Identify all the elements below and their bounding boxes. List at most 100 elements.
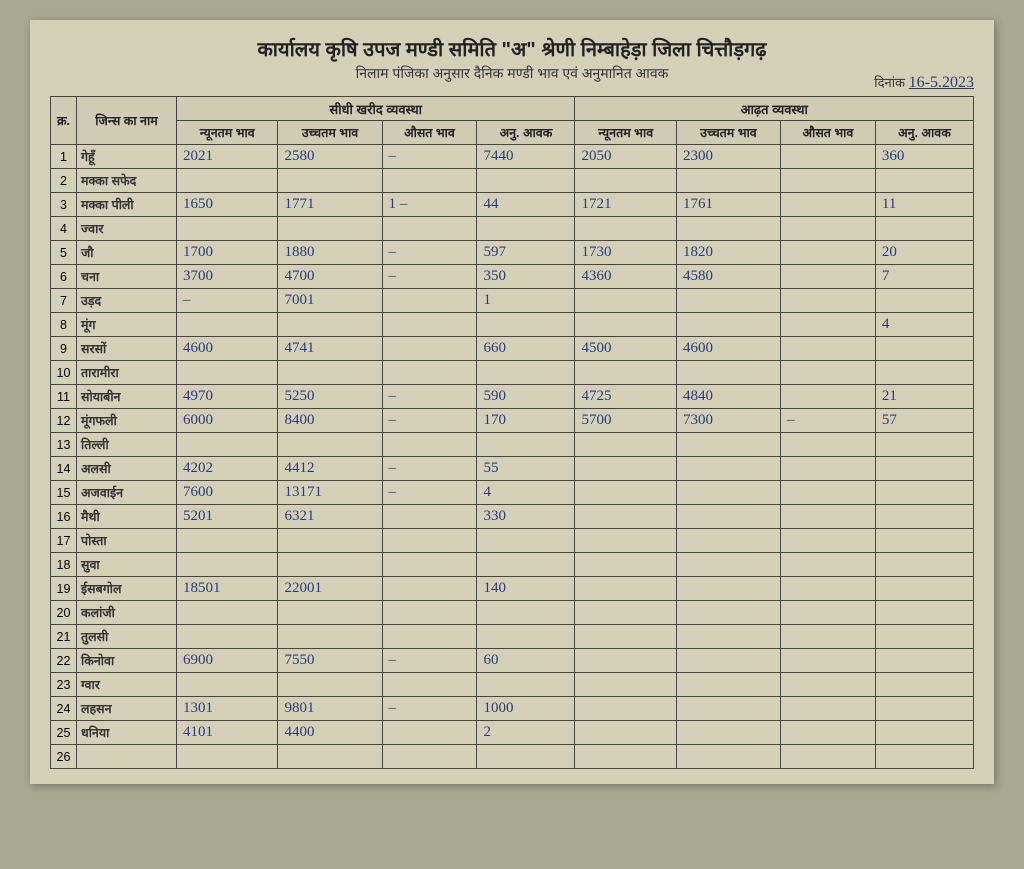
- cell-max1: [278, 361, 382, 385]
- cell-commodity: सोयाबीन: [77, 385, 177, 409]
- cell-commodity: उड़द: [77, 289, 177, 313]
- cell-anavak1: 55: [477, 457, 575, 481]
- cell-sno: 10: [51, 361, 77, 385]
- table-row: 22किनोवा69007550–60: [51, 649, 974, 673]
- cell-avg2: [780, 193, 875, 217]
- cell-max1: [278, 601, 382, 625]
- cell-max1: [278, 625, 382, 649]
- cell-anavak1: [477, 313, 575, 337]
- cell-commodity: किनोवा: [77, 649, 177, 673]
- cell-commodity: गेहूँ: [77, 145, 177, 169]
- cell-max1: 6321: [278, 505, 382, 529]
- cell-commodity: ग्वार: [77, 673, 177, 697]
- cell-commodity: तारामीरा: [77, 361, 177, 385]
- cell-commodity: ईसबगोल: [77, 577, 177, 601]
- cell-avg2: [780, 601, 875, 625]
- cell-max2: 2300: [676, 145, 780, 169]
- cell-anavak1: 44: [477, 193, 575, 217]
- cell-commodity: मूंग: [77, 313, 177, 337]
- cell-min2: [575, 745, 676, 769]
- cell-min1: 1650: [177, 193, 278, 217]
- cell-avg1: –: [382, 649, 477, 673]
- cell-anavak2: [875, 433, 973, 457]
- cell-min1: [177, 433, 278, 457]
- cell-min1: 4202: [177, 457, 278, 481]
- cell-min2: [575, 481, 676, 505]
- rates-table: क्र. जिन्स का नाम सीधी खरीद व्यवस्था आढ़…: [50, 96, 974, 769]
- cell-anavak1: [477, 745, 575, 769]
- cell-anavak1: [477, 553, 575, 577]
- cell-max2: [676, 505, 780, 529]
- cell-sno: 16: [51, 505, 77, 529]
- table-row: 12मूंगफली60008400–17057007300–57: [51, 409, 974, 433]
- cell-min1: 6900: [177, 649, 278, 673]
- table-row: 24लहसन13019801–1000: [51, 697, 974, 721]
- cell-max1: 9801: [278, 697, 382, 721]
- cell-sno: 13: [51, 433, 77, 457]
- cell-min1: [177, 169, 278, 193]
- cell-max2: [676, 577, 780, 601]
- cell-avg1: –: [382, 145, 477, 169]
- cell-anavak1: [477, 625, 575, 649]
- cell-max1: 22001: [278, 577, 382, 601]
- cell-avg1: –: [382, 481, 477, 505]
- cell-sno: 2: [51, 169, 77, 193]
- cell-min1: [177, 313, 278, 337]
- cell-avg2: [780, 553, 875, 577]
- cell-avg2: [780, 697, 875, 721]
- cell-min2: [575, 625, 676, 649]
- cell-anavak1: 330: [477, 505, 575, 529]
- cell-avg1: [382, 529, 477, 553]
- cell-commodity: सरसों: [77, 337, 177, 361]
- table-row: 10तारामीरा: [51, 361, 974, 385]
- cell-avg2: [780, 649, 875, 673]
- col-group-adhat: आढ़त व्यवस्था: [575, 97, 974, 121]
- cell-max1: 13171: [278, 481, 382, 505]
- cell-sno: 12: [51, 409, 77, 433]
- cell-max1: 4700: [278, 265, 382, 289]
- cell-commodity: मक्का सफेद: [77, 169, 177, 193]
- cell-min1: [177, 601, 278, 625]
- cell-anavak2: [875, 457, 973, 481]
- cell-avg2: [780, 241, 875, 265]
- cell-avg1: [382, 601, 477, 625]
- cell-anavak1: 597: [477, 241, 575, 265]
- cell-min1: 1301: [177, 697, 278, 721]
- cell-anavak1: 140: [477, 577, 575, 601]
- cell-anavak1: [477, 433, 575, 457]
- cell-min2: 2050: [575, 145, 676, 169]
- cell-anavak2: [875, 289, 973, 313]
- cell-commodity: कलांजी: [77, 601, 177, 625]
- cell-avg1: [382, 577, 477, 601]
- table-row: 15अजवाईन760013171–4: [51, 481, 974, 505]
- col-group-direct: सीधी खरीद व्यवस्था: [177, 97, 575, 121]
- table-row: 2मक्का सफेद: [51, 169, 974, 193]
- cell-commodity: पोस्ता: [77, 529, 177, 553]
- cell-anavak2: 11: [875, 193, 973, 217]
- cell-max1: [278, 313, 382, 337]
- cell-min1: 4600: [177, 337, 278, 361]
- col-anavak1: अनु. आवक: [477, 121, 575, 145]
- cell-sno: 17: [51, 529, 77, 553]
- cell-anavak2: [875, 505, 973, 529]
- cell-anavak2: [875, 673, 973, 697]
- cell-max1: 7001: [278, 289, 382, 313]
- cell-max2: [676, 721, 780, 745]
- cell-max1: 1880: [278, 241, 382, 265]
- cell-anavak1: 350: [477, 265, 575, 289]
- cell-sno: 22: [51, 649, 77, 673]
- cell-avg2: [780, 217, 875, 241]
- cell-avg2: [780, 433, 875, 457]
- cell-avg2: [780, 313, 875, 337]
- cell-sno: 26: [51, 745, 77, 769]
- cell-max1: 2580: [278, 145, 382, 169]
- cell-min2: [575, 361, 676, 385]
- cell-commodity: अलसी: [77, 457, 177, 481]
- cell-max1: [278, 553, 382, 577]
- cell-avg2: [780, 721, 875, 745]
- cell-commodity: लहसन: [77, 697, 177, 721]
- cell-avg2: [780, 457, 875, 481]
- cell-max1: 4400: [278, 721, 382, 745]
- col-min2: न्यूनतम भाव: [575, 121, 676, 145]
- cell-anavak2: [875, 577, 973, 601]
